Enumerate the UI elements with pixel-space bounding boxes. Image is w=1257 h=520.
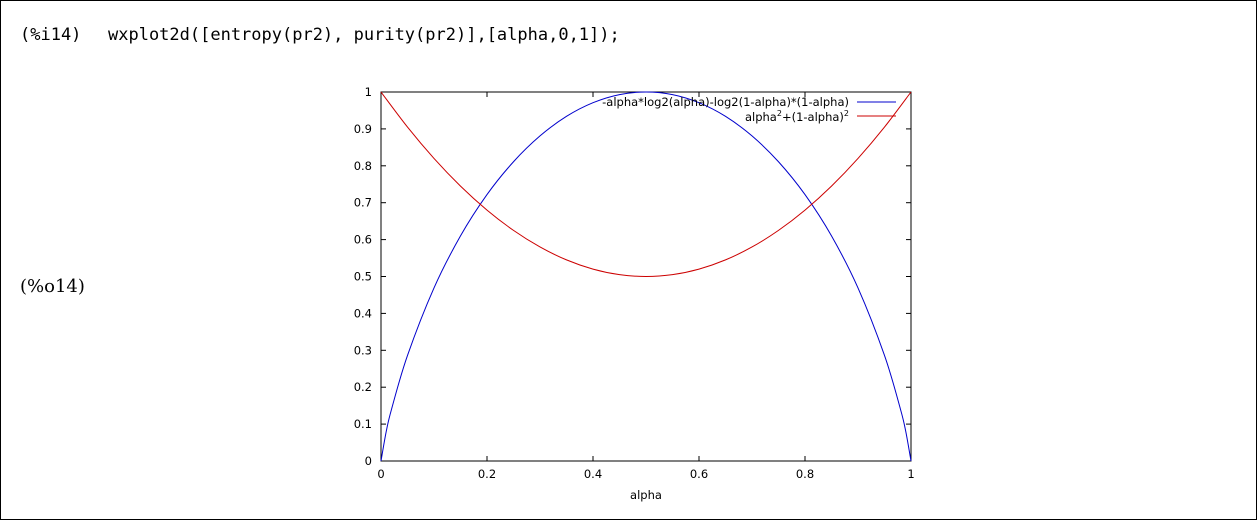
y-tick-label: 0.6 <box>354 233 372 247</box>
x-tick-labels: 0 0.2 0.4 0.6 0.8 1 <box>377 467 914 481</box>
series-lines <box>380 91 912 462</box>
entropy-curve <box>380 91 912 462</box>
y-tick-label: 0.1 <box>354 417 372 431</box>
input-label: (%i14) <box>20 25 82 45</box>
legend-label-entropy: -alpha*log2(alpha)-log2(1-alpha)*(1-alph… <box>602 95 849 109</box>
x-tick-label: 0.2 <box>478 467 496 481</box>
y-tick-label: 0.3 <box>354 343 372 357</box>
y-tick-label: 0.4 <box>354 306 372 320</box>
purity-curve <box>380 91 912 278</box>
input-cell[interactable]: (%i14) wxplot2d([entropy(pr2), purity(pr2… <box>20 25 620 45</box>
y-tick-labels: 0 0.1 0.2 0.3 0.4 0.5 0.6 0.7 0.8 0.9 1 <box>354 85 372 468</box>
x-axis-label: alpha <box>630 488 662 502</box>
y-tick-label: 0.8 <box>354 159 372 173</box>
x-tick-label: 1 <box>907 467 914 481</box>
y-tick-label: 0 <box>365 454 372 468</box>
y-tick-label: 0.7 <box>354 196 372 210</box>
tick-marks <box>380 91 912 462</box>
x-tick-label: 0.4 <box>584 467 602 481</box>
x-tick-label: 0.6 <box>690 467 708 481</box>
output-label: (%o14) <box>20 276 85 297</box>
legend-label-purity: alpha2+(1-alpha)2 <box>745 109 849 124</box>
y-tick-label: 0.5 <box>354 270 372 284</box>
x-tick-label: 0.8 <box>796 467 814 481</box>
y-tick-label: 1 <box>365 85 372 99</box>
x-tick-label: 0 <box>377 467 384 481</box>
y-tick-label: 0.2 <box>354 380 372 394</box>
input-code[interactable]: wxplot2d([entropy(pr2), purity(pr2)],[al… <box>108 25 620 45</box>
y-tick-label: 0.9 <box>354 122 372 136</box>
